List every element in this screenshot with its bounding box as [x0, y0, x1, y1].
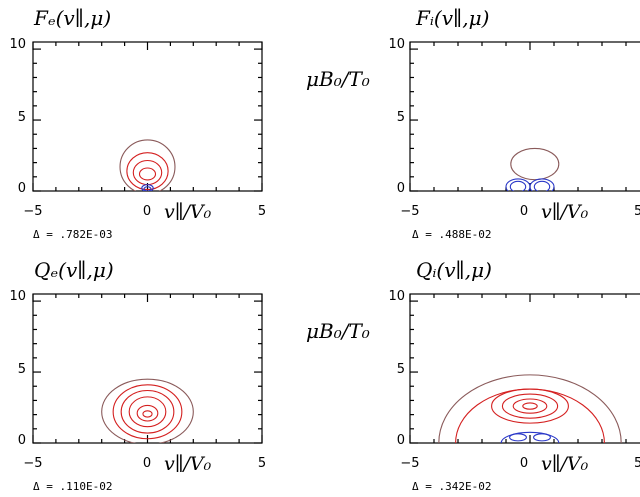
y-tick-label: 0	[18, 181, 26, 196]
y-tick-label: 5	[397, 362, 405, 377]
x-axis-label: v∥/V₀	[164, 201, 212, 223]
y-axis-label-top: μB₀/T₀	[306, 67, 370, 91]
y-tick-label: 10	[9, 289, 26, 304]
contour-line-positive	[501, 393, 559, 419]
contour-line-positive	[132, 159, 163, 186]
delta-value: Δ = .342E-02	[412, 480, 491, 493]
x-tick-label: −5	[400, 204, 419, 219]
contour-group	[119, 139, 176, 191]
delta-value: Δ = .782E-03	[33, 228, 112, 241]
x-axis-label: v∥/V₀	[541, 201, 589, 223]
contour-line-outer	[510, 147, 560, 181]
x-tick-label: 5	[634, 456, 640, 471]
contour-line-positive	[512, 398, 548, 414]
x-tick-label: −5	[400, 456, 419, 471]
y-tick-label: 10	[388, 37, 405, 52]
y-tick-label: 5	[18, 362, 26, 377]
panel-title: Qᵢ(v∥,μ)	[416, 258, 492, 282]
panel-title: Fᵢ(v∥,μ)	[415, 6, 489, 30]
plot-frame	[409, 41, 640, 192]
x-tick-label: 0	[520, 204, 528, 219]
panel-qe: Qₑ(v∥,μ) 10 5 0 −5 0 5 v∥/V₀ Δ = .110E-0…	[9, 258, 266, 493]
contour-line-positive	[491, 388, 569, 424]
contour-line-outer	[101, 378, 194, 443]
x-tick-label: −5	[23, 456, 42, 471]
contour-line-positive	[142, 410, 153, 418]
panel-qi: Qᵢ(v∥,μ) 10 5 0 −5 0 5 v∥/V₀ Δ = .342E-0…	[388, 258, 640, 493]
y-tick-label: 10	[9, 37, 26, 52]
contour-line-positive	[126, 152, 169, 191]
contour-line-negative	[500, 431, 560, 443]
plot-frame	[32, 41, 263, 192]
contour-line-positive	[112, 384, 183, 440]
contour-line-positive	[120, 389, 175, 434]
y-tick-label: 5	[18, 110, 26, 125]
contour-line-negative	[143, 186, 152, 191]
contour-line-positive	[138, 167, 157, 181]
y-axis-label-bottom: μB₀/T₀	[306, 319, 370, 343]
contour-line-negative	[533, 180, 551, 191]
panel-fi: Fᵢ(v∥,μ) 10 5 0 −5 0 5 v∥/V₀ Δ = .488E-0…	[388, 6, 640, 241]
plot-frame	[409, 293, 640, 444]
contour-line-positive	[128, 396, 167, 428]
x-axis-label: v∥/V₀	[164, 453, 212, 475]
x-tick-label: 0	[520, 456, 528, 471]
contour-line-negative	[529, 178, 555, 191]
x-tick-label: 0	[143, 456, 151, 471]
panel-fe: Fₑ(v∥,μ) 10 5 0 −5 0 5 v∥/V₀ Δ = .782E-0…	[9, 6, 266, 241]
x-tick-label: 5	[258, 456, 266, 471]
x-tick-label: 5	[258, 204, 266, 219]
y-tick-label: 0	[18, 433, 26, 448]
contour-line-negative	[509, 180, 527, 191]
contour-group	[505, 147, 560, 191]
y-tick-label: 0	[397, 433, 405, 448]
panel-title: Fₑ(v∥,μ)	[33, 6, 111, 30]
contour-line-negative	[533, 433, 551, 442]
contour-line-negative	[509, 433, 527, 442]
contour-line-positive	[136, 404, 159, 422]
contour-line-negative	[141, 184, 154, 191]
y-tick-label: 5	[397, 110, 405, 125]
contour-group	[101, 378, 194, 443]
delta-value: Δ = .110E-02	[33, 480, 112, 493]
y-tick-label: 0	[397, 181, 405, 196]
contour-line-outer	[438, 374, 622, 443]
x-tick-label: −5	[23, 204, 42, 219]
delta-value: Δ = .488E-02	[412, 228, 491, 241]
panel-title: Qₑ(v∥,μ)	[34, 258, 114, 282]
x-tick-label: 0	[143, 204, 151, 219]
x-tick-label: 5	[634, 204, 640, 219]
contour-group	[438, 374, 622, 443]
contour-line-positive	[522, 402, 538, 410]
contour-line-outer	[119, 139, 176, 191]
x-axis-label: v∥/V₀	[541, 453, 589, 475]
y-tick-label: 10	[388, 289, 405, 304]
